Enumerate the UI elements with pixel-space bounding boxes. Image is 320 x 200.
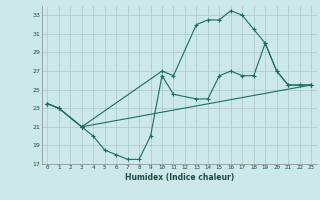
X-axis label: Humidex (Indice chaleur): Humidex (Indice chaleur)	[124, 173, 234, 182]
